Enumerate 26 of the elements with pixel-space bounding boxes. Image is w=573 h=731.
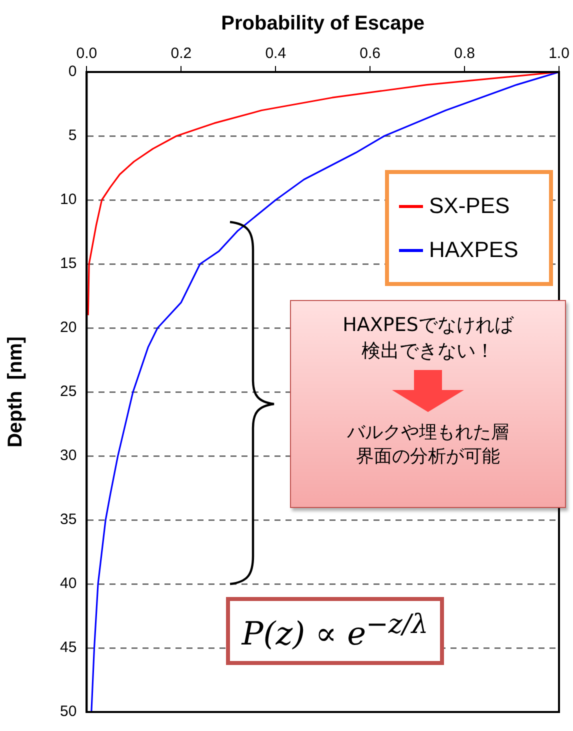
x-tick-label: 0.4	[265, 45, 286, 62]
y-tick-label: 25	[60, 383, 77, 400]
y-tick-label: 40	[60, 575, 77, 592]
annotation: HAXPESでなければ	[342, 313, 515, 338]
x-tick-label: 1.0	[548, 45, 570, 62]
y-tick-label: 30	[60, 447, 77, 464]
annotation: P(z) ∝ e$^{−z/λ}$	[242, 609, 428, 653]
y-tick-label: 45	[60, 639, 77, 656]
y-tick-label: 15	[60, 255, 77, 272]
y-tick-label: 5	[68, 127, 77, 144]
x-tick-label: 0.8	[454, 45, 475, 62]
x-axis-title: Probability of Escape	[221, 12, 425, 35]
x-tick-label: 0.2	[170, 45, 192, 62]
legend-label: HAXPES	[429, 237, 518, 263]
legend-label: SX-PES	[429, 193, 510, 219]
y-tick-label: 20	[60, 319, 77, 336]
y-tick-label: 35	[60, 511, 77, 528]
annotation: 検出できない！	[360, 339, 496, 364]
y-axis-title: Depth [nm]	[4, 336, 27, 448]
x-tick-label: 0.0	[76, 45, 98, 62]
y-tick-label: 10	[60, 191, 77, 208]
annotation: 界面の分析が可能	[355, 445, 501, 468]
annotation: バルクや埋もれた層	[346, 421, 510, 444]
y-tick-label: 50	[60, 703, 77, 720]
x-tick-label: 0.6	[360, 45, 381, 62]
y-tick-label: 0	[68, 63, 77, 80]
